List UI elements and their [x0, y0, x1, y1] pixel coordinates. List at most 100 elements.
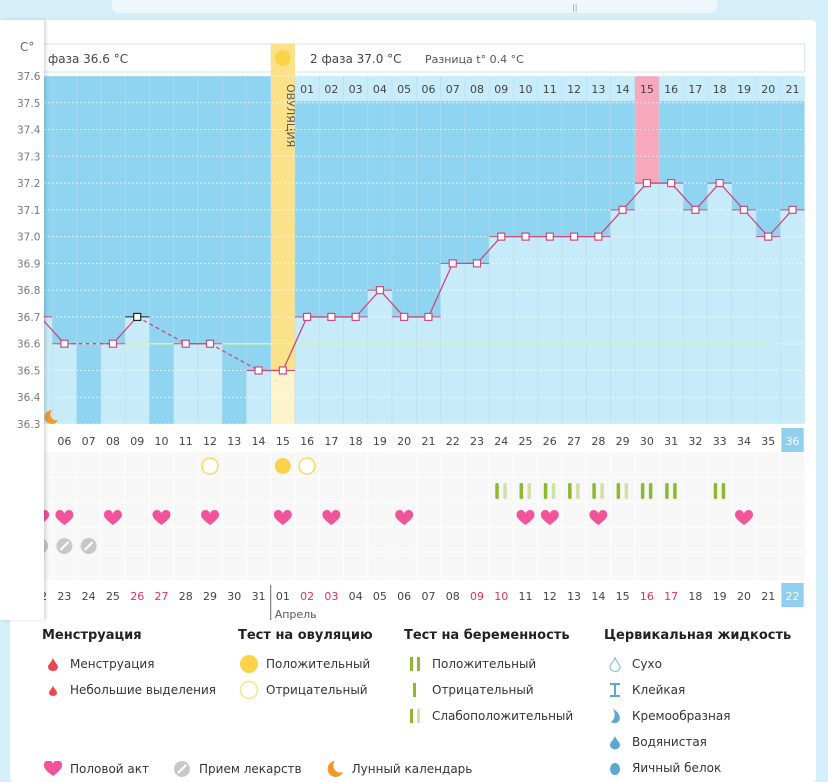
luteal-day-label: 09	[494, 83, 508, 96]
watery-drop-icon	[604, 734, 626, 750]
heart-icon	[734, 509, 753, 525]
pregnancy-test-stripe	[713, 483, 718, 499]
ovulation-label: ОВУЛЯЦИЯ	[284, 84, 297, 147]
temperature-line-segment	[767, 209, 793, 238]
luteal-day-label: 10	[519, 83, 533, 96]
date-label: 31	[252, 590, 266, 603]
legend-label: Прием лекарств	[199, 762, 302, 776]
ovulation-sun-icon	[274, 50, 291, 66]
pregnancy-test-stripe	[551, 483, 556, 499]
luteal-day-label: 03	[349, 83, 363, 96]
pregnancy-test-stripe	[624, 483, 629, 499]
ovulation-column	[270, 44, 295, 371]
cycle-day-label: 17	[324, 435, 338, 448]
pregnancy-test-stripe	[503, 483, 507, 499]
date-label: 05	[373, 590, 387, 603]
date-label: 04	[349, 590, 363, 603]
cycle-day-label: 25	[519, 435, 533, 448]
pill-stripe	[83, 541, 94, 551]
temperature-point	[545, 232, 554, 241]
legend-menstruation: Менструация Менструация Небольшие выделе…	[42, 628, 216, 703]
cycle-day-label: 20	[397, 435, 411, 448]
temperature-point	[181, 339, 190, 348]
cycle-day-label: 30	[640, 435, 654, 448]
pregnancy-test-stripe	[495, 483, 499, 499]
y-tick-label: 36.6	[17, 339, 41, 351]
date-label: 28	[179, 590, 193, 603]
y-tick-label: 37.4	[17, 125, 41, 137]
luteal-day-label: 21	[786, 83, 800, 96]
luteal-day-label: 08	[470, 83, 484, 96]
y-tick-label: 36.3	[17, 419, 40, 431]
legend-title: Менструация	[42, 628, 142, 643]
temperature-line-segment	[39, 316, 65, 345]
creamy-drop-icon	[604, 708, 626, 724]
dry-drop-icon	[604, 656, 626, 672]
legend-label: Небольшие выделения	[70, 683, 217, 697]
temperature-point	[60, 339, 69, 348]
cycle-day-label: 29	[616, 435, 630, 448]
temperature-bar	[610, 209, 635, 424]
cycle-day-label: 18	[349, 435, 363, 448]
date-label: 24	[82, 590, 96, 603]
phase2-label: 2 фаза 37.0 °C	[310, 52, 402, 66]
temperature-point	[133, 312, 142, 322]
temperature-line-segment	[427, 263, 454, 318]
legend-label: Сухо	[632, 657, 662, 671]
y-tick-label: 37.1	[17, 205, 40, 217]
temperature-line-segment	[670, 182, 696, 211]
ovulation-test-negative-icon	[298, 457, 316, 475]
temperature-point	[521, 232, 530, 241]
moon-icon	[44, 409, 59, 424]
cycle-day-label: 21	[421, 435, 435, 448]
ovulation-test-positive-icon	[274, 458, 291, 474]
cycle-day-label: 31	[664, 435, 678, 448]
temperature-point	[448, 259, 457, 268]
y-tick-label: 36.8	[17, 285, 40, 297]
heart-icon	[589, 509, 608, 525]
temperature-point	[594, 232, 603, 241]
temperature-line-segment	[209, 343, 259, 372]
legend-ovulation-test: Тест на овуляцию Положительный Отрицател…	[238, 628, 373, 703]
luteal-day-label: 12	[567, 83, 581, 96]
luteal-day-label: 13	[591, 83, 605, 96]
date-label: 18	[688, 590, 702, 603]
temperature-bar	[367, 290, 393, 424]
heart-icon	[516, 509, 535, 525]
legend-title: Тест на беременность	[404, 628, 570, 643]
scroll-grip-icon[interactable]: ||	[572, 3, 578, 12]
cycle-day-label: 10	[154, 435, 168, 448]
temperature-point	[739, 205, 749, 214]
y-tick-label: 37.6	[17, 71, 41, 83]
temperature-point	[618, 205, 627, 214]
pregnancy-test-stripe	[721, 483, 726, 499]
y-tick-label: 36.9	[17, 258, 40, 270]
date-label: 25	[106, 590, 120, 603]
y-tick-label: 37.3	[17, 151, 40, 163]
pill-stripe	[59, 541, 70, 551]
temperature-bar	[756, 236, 781, 424]
date-label: 03	[324, 590, 338, 603]
temperature-bar	[52, 343, 77, 424]
pregnancy-test-stripe	[519, 483, 524, 499]
temperature-point	[715, 178, 724, 188]
temperature-bar	[513, 236, 538, 424]
date-label: 20	[737, 590, 751, 603]
phase-header	[39, 43, 806, 73]
horizontal-scrollbar[interactable]: ||	[112, 0, 717, 13]
legend-label: Отрицательный	[432, 683, 534, 697]
legend-label: Положительный	[432, 657, 537, 671]
date-label: 13	[567, 590, 581, 603]
temperature-point	[108, 339, 118, 348]
pregnancy-test-stripe	[527, 483, 532, 499]
temperature-line-segment	[622, 182, 648, 211]
cycle-day-label: 35	[761, 435, 775, 448]
phase1-label: фаза 36.6 °C	[48, 52, 128, 66]
legend-label: Отрицательный	[266, 683, 368, 697]
moon-icon	[324, 760, 346, 778]
empty-circle-icon	[238, 680, 260, 700]
sticky-icon	[604, 682, 626, 698]
luteal-day-label: 11	[543, 83, 557, 96]
month-label: Апрель	[275, 608, 317, 621]
temperature-point	[254, 366, 263, 375]
